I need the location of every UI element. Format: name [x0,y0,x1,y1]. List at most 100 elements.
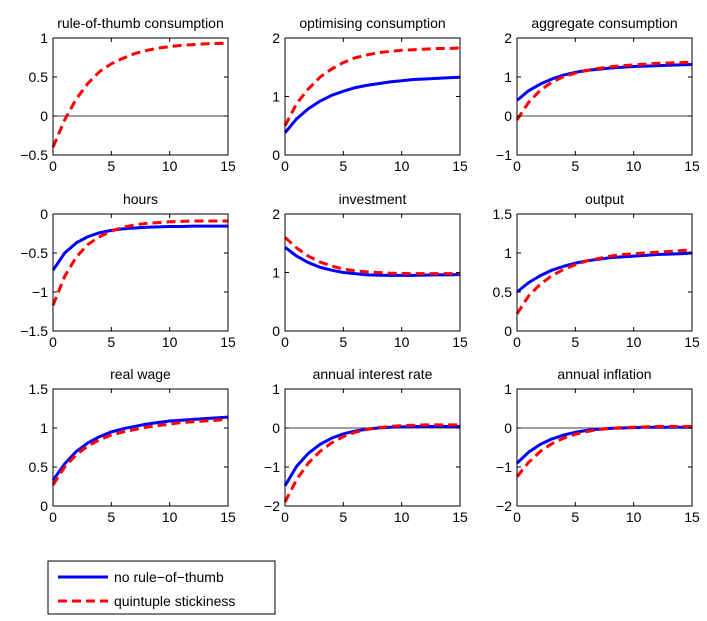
series-line-no-rule-of-thumb-real-wage [51,415,229,482]
x-tick-label: 5 [339,509,347,525]
y-tick-label: −1 [496,459,512,475]
panel-annual-interest-rate: annual interest rate 0 5 10 15 −2 −1 0 1 [264,366,468,525]
x-tick-label: 0 [49,509,57,525]
series-line-quintuple-stickiness-hours [51,219,228,306]
series-line-no-rule-of-thumb-aggregate-consumption [516,63,693,102]
axes-box-annual-inflation [516,388,693,507]
y-tick-label: 1 [504,245,512,261]
x-tick-label: 10 [162,509,178,525]
panel-output: output 0 5 10 15 0 0.5 1 1.5 [493,191,700,350]
y-tick-label: 1.5 [29,381,49,397]
y-tick-label: 0 [504,420,512,436]
series-line-no-rule-of-thumb-annual-inflation [515,425,692,465]
x-tick-label: 15 [452,334,468,350]
x-tick-label: 5 [339,158,347,174]
x-tick-label: 5 [107,158,115,174]
y-tick-label: −2 [264,498,280,514]
x-tick-label: 0 [513,158,521,174]
x-tick-label: 15 [452,509,468,525]
y-tick-label: 1.5 [493,206,513,222]
legend: no rule−of−thumb quintuple stickiness [47,560,276,615]
x-tick-label: 15 [220,509,236,525]
axes-box-optimising-consumption [284,37,461,156]
y-tick-label: −1 [264,459,280,475]
axes-box-output [516,213,693,332]
series-line-quintuple-stickiness-investment [283,236,460,276]
legend-label-no-rule-of-thumb: no rule−of−thumb [114,569,224,585]
panel-title-aggregate-consumption: aggregate consumption [531,15,677,31]
x-tick-label: 0 [281,334,289,350]
x-tick-label: 10 [626,509,642,525]
y-tick-label: 0 [40,108,48,124]
series-line-no-rule-of-thumb-hours [51,224,228,272]
panel-title-optimising-consumption: optimising consumption [299,15,445,31]
series-line-quintuple-stickiness-annual-interest-rate [283,423,460,503]
y-tick-label: 0 [40,498,48,514]
x-tick-label: 5 [339,334,347,350]
y-tick-label: 2 [272,206,280,222]
y-tick-label: 1 [504,69,512,85]
series-line-quintuple-stickiness-output [515,248,693,315]
x-tick-label: 5 [571,158,579,174]
series-line-quintuple-stickiness-annual-inflation [515,424,692,478]
x-tick-label: 10 [626,158,642,174]
y-tick-label: −0.5 [20,245,48,261]
y-tick-label: 1 [40,30,48,46]
x-tick-label: 0 [49,158,57,174]
panel-investment: investment 0 5 10 15 0 1 2 [272,191,468,350]
series-line-no-rule-of-thumb-output [516,251,693,294]
y-tick-label: 0 [504,108,512,124]
y-tick-label: −1 [496,147,512,163]
panel-title-annual-inflation: annual inflation [557,366,651,382]
y-tick-label: −1.5 [20,323,48,339]
series-line-no-rule-of-thumb-investment [284,246,461,277]
x-tick-label: 10 [394,334,410,350]
x-tick-label: 0 [281,158,289,174]
y-tick-label: −0.5 [20,147,48,163]
y-tick-label: 0 [272,420,280,436]
y-tick-label: 0.5 [493,284,513,300]
x-tick-label: 15 [684,334,700,350]
x-tick-label: 10 [626,334,642,350]
panel-hours: hours 0 5 10 15 −1.5 −1 −0.5 0 [20,191,236,350]
series-line-quintuple-stickiness-rule-of-thumb-consumption [51,41,229,148]
panel-title-real-wage: real wage [110,366,171,382]
panel-title-rule-of-thumb-consumption: rule-of-thumb consumption [57,15,224,31]
axes-box-annual-interest-rate [284,388,461,507]
x-tick-label: 10 [394,509,410,525]
x-tick-label: 0 [513,509,521,525]
axes-box-rule-of-thumb-consumption [52,37,229,156]
axes-box-aggregate-consumption [516,37,693,156]
series-line-quintuple-stickiness-real-wage [51,417,229,486]
y-tick-label: 1 [40,420,48,436]
y-tick-label: 1 [272,89,280,105]
series-line-quintuple-stickiness-optimising-consumption [283,46,461,127]
y-tick-label: 0 [504,323,512,339]
y-tick-label: 1 [504,381,512,397]
panel-real-wage: real wage 0 5 10 15 0 0.5 1 1.5 [29,366,236,525]
y-tick-label: 0.5 [29,459,49,475]
y-tick-label: 1 [272,381,280,397]
x-tick-label: 5 [107,509,115,525]
series-line-no-rule-of-thumb-optimising-consumption [283,75,461,134]
legend-box [47,560,276,615]
x-tick-label: 5 [571,509,579,525]
panel-title-hours: hours [123,191,158,207]
y-tick-label: −2 [496,498,512,514]
x-tick-label: 15 [684,158,700,174]
x-tick-label: 5 [571,334,579,350]
y-tick-label: 1 [272,265,280,281]
x-tick-label: 5 [107,334,115,350]
x-tick-label: 15 [220,334,236,350]
panel-title-output: output [585,191,624,207]
panel-title-investment: investment [339,191,407,207]
panel-annual-inflation: annual inflation 0 5 10 15 −2 −1 0 1 [496,366,700,525]
axes-box-hours [52,213,229,332]
y-tick-label: 0 [40,206,48,222]
axes-box-real-wage [52,388,229,507]
y-tick-label: 0 [272,147,280,163]
x-tick-label: 10 [394,158,410,174]
